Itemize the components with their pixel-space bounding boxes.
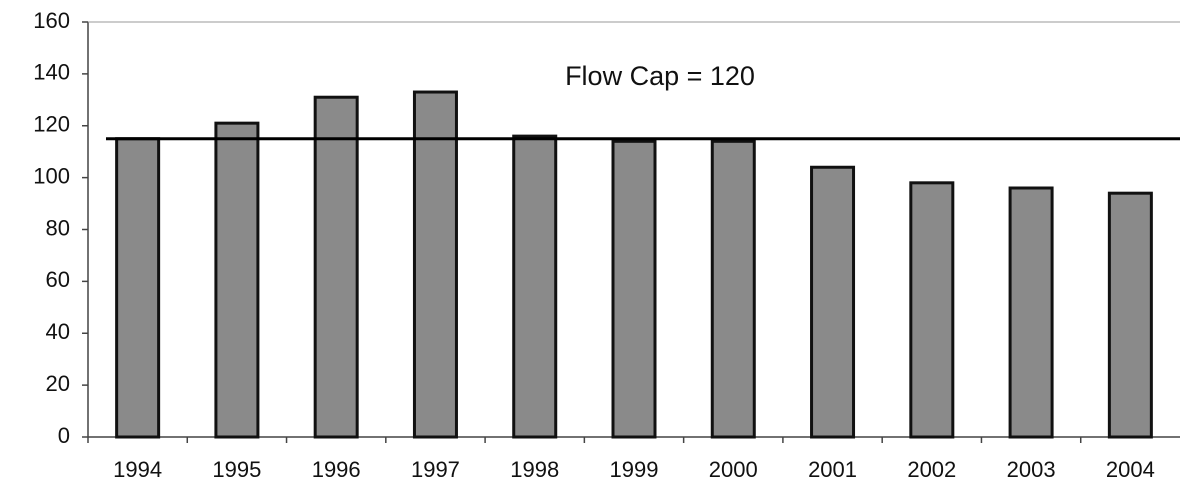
x-tick-label: 2001: [808, 457, 857, 482]
bar: [810, 165, 856, 439]
bar: [611, 139, 657, 439]
y-tick-label: 80: [46, 215, 70, 240]
bar: [412, 90, 458, 439]
bar: [909, 181, 955, 439]
bar: [214, 121, 260, 439]
x-tick-label: 1999: [610, 457, 659, 482]
bar: [1008, 186, 1054, 439]
x-tick-label: 1997: [411, 457, 460, 482]
x-tick-label: 1998: [510, 457, 559, 482]
annotation: Flow Cap = 120: [565, 61, 755, 91]
y-tick-label: 140: [33, 60, 70, 85]
x-tick-label: 2000: [709, 457, 758, 482]
x-tick-label: 1995: [212, 457, 261, 482]
x-tick-label: 2004: [1106, 457, 1155, 482]
x-tick-label: 1996: [312, 457, 361, 482]
y-tick-label: 120: [33, 112, 70, 137]
bar: [710, 139, 756, 439]
bar: [512, 134, 558, 439]
y-tick-label: 20: [46, 371, 70, 396]
bar: [313, 95, 359, 439]
y-tick-label: 40: [46, 319, 70, 344]
x-tick-label: 2002: [907, 457, 956, 482]
x-tick-label: 2003: [1007, 457, 1056, 482]
y-tick-label: 160: [33, 8, 70, 33]
x-tick-label: 1994: [113, 457, 162, 482]
bar: [1107, 191, 1153, 439]
bar: [115, 137, 161, 439]
y-tick-label: 0: [58, 423, 70, 448]
y-tick-label: 100: [33, 163, 70, 188]
y-tick-label: 60: [46, 267, 70, 292]
